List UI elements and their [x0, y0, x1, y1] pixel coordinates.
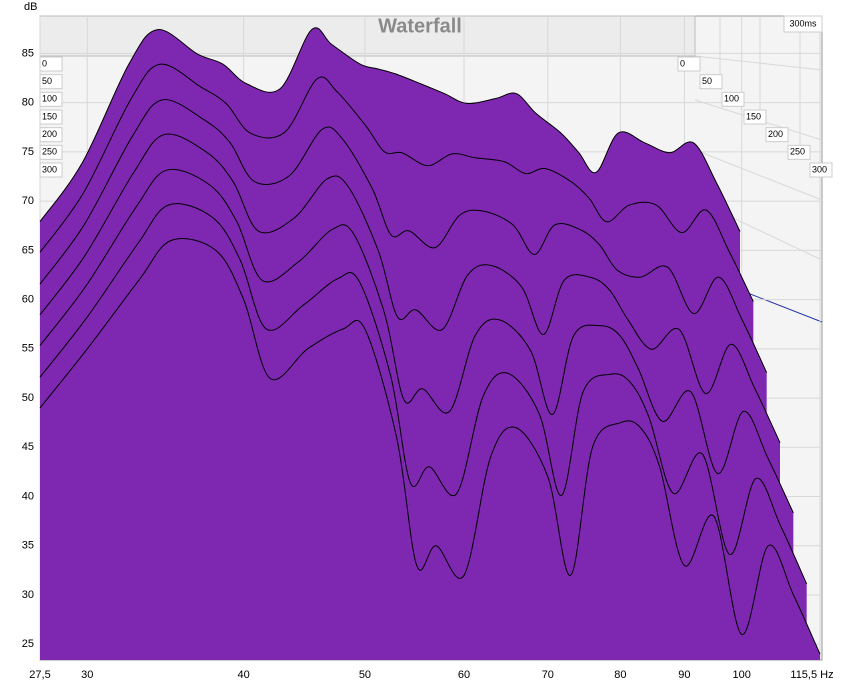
time-label-box — [743, 109, 767, 125]
y-tick-label: 30 — [22, 589, 34, 601]
time-label-box — [39, 91, 63, 107]
time-label-box — [39, 144, 63, 160]
time-label-box — [809, 162, 833, 178]
time-label-right: 50 — [702, 76, 712, 86]
y-tick-label: 70 — [22, 195, 34, 207]
y-tick-label: 60 — [22, 294, 34, 306]
slice-line — [39, 168, 794, 514]
time-label-left: 300 — [42, 164, 57, 174]
time-label-box — [39, 109, 63, 125]
time-label-right: 250 — [790, 147, 805, 157]
y-axis-label: dB — [24, 1, 37, 13]
slice-line — [39, 99, 768, 373]
x-tick-label: 80 — [614, 669, 626, 681]
x-tick-label: 115,5 Hz — [790, 669, 833, 681]
x-tick-label: 60 — [458, 669, 470, 681]
time-label-left: 50 — [42, 76, 52, 86]
time-label-box — [699, 74, 723, 90]
y-tick-label: 40 — [22, 490, 34, 502]
slice-line — [39, 63, 754, 302]
y-tick-label: 25 — [22, 638, 34, 650]
time-label-box — [39, 162, 63, 178]
y-tick-label: 65 — [22, 244, 34, 256]
y-tick-label: 50 — [22, 392, 34, 404]
x-tick-label: 90 — [678, 669, 690, 681]
x-tick-label: 50 — [359, 669, 371, 681]
y-tick-label: 75 — [22, 146, 34, 158]
time-label-left: 250 — [42, 147, 57, 157]
x-tick-label: 70 — [542, 669, 554, 681]
time-label-box — [765, 127, 789, 143]
time-label-left: 200 — [42, 129, 57, 139]
slices — [39, 27, 821, 661]
time-label-left: 150 — [42, 111, 57, 121]
x-tick-label: 27,5 — [29, 669, 50, 681]
time-label-right: 200 — [768, 129, 783, 139]
slice-area — [40, 238, 820, 661]
labels: 25 30 35 40 45 50 55 60 65 70 75 80 85 27,5 30 40 50 60 70… — [22, 47, 834, 681]
y-tick-label: 85 — [22, 47, 34, 59]
time-label: 300ms — [789, 18, 817, 28]
time-label-right: 100 — [724, 94, 739, 104]
time-label-box — [721, 91, 745, 107]
y-tick-label: 55 — [22, 343, 34, 355]
chart-title: Waterfall — [378, 15, 462, 37]
time-label-right: 150 — [746, 111, 761, 121]
time-label-right: 300 — [812, 164, 827, 174]
slice-line — [39, 133, 781, 443]
time-label-box — [39, 74, 63, 90]
y-tick-label: 80 — [22, 97, 34, 109]
time-label-left: 0 — [42, 58, 47, 68]
time-label-box — [677, 56, 701, 72]
time-label-right: 0 — [680, 58, 685, 68]
slice-line — [39, 27, 741, 232]
slice-line — [39, 238, 821, 655]
y-tick-label: 35 — [22, 540, 34, 552]
x-tick-label: 40 — [238, 669, 250, 681]
marker-line — [739, 289, 823, 323]
time-label-box — [39, 56, 63, 72]
slice-line — [39, 203, 808, 585]
time-label-left: 100 — [42, 94, 57, 104]
time-label-box — [39, 127, 63, 143]
y-tick-label: 45 — [22, 441, 34, 453]
time-label-box — [787, 144, 811, 160]
time-box — [783, 15, 823, 33]
x-tick-label: 30 — [81, 669, 93, 681]
x-tick-label: 100 — [732, 669, 750, 681]
